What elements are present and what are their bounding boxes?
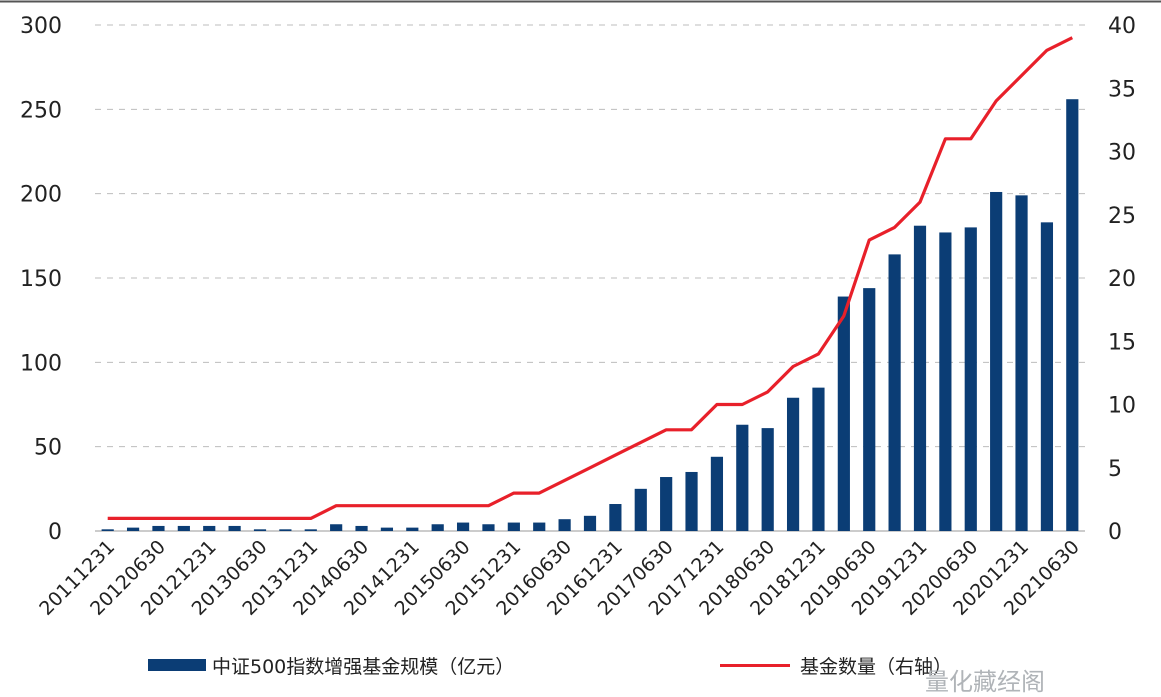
y-tick-label-right: 40 xyxy=(1108,14,1136,39)
bar xyxy=(507,522,520,531)
legend-swatch-bar xyxy=(148,659,206,671)
bar xyxy=(1066,99,1079,532)
bar xyxy=(1040,222,1054,531)
bar xyxy=(406,527,419,531)
y-tick-label-left: 100 xyxy=(20,351,62,376)
bar xyxy=(939,232,952,531)
legend-item-bar: 中证500指数增强基金规模（亿元） xyxy=(148,652,514,678)
bar xyxy=(660,477,673,531)
bar xyxy=(330,524,343,531)
bar xyxy=(101,529,114,531)
watermark: 量化藏经阁 xyxy=(925,668,1045,696)
y-tick-label-right: 15 xyxy=(1108,330,1136,355)
y-tick-label-left: 150 xyxy=(20,267,62,292)
bar xyxy=(177,525,190,531)
legend-swatch-line xyxy=(720,663,790,667)
bar xyxy=(456,522,470,531)
series-line xyxy=(107,36,1074,521)
y-tick-label-left: 50 xyxy=(34,436,62,461)
bar xyxy=(609,504,622,531)
bar xyxy=(761,428,774,531)
bar xyxy=(812,387,825,531)
bar xyxy=(304,529,317,531)
bar xyxy=(228,525,241,531)
bar xyxy=(964,227,977,531)
y-tick-label-right: 10 xyxy=(1108,394,1136,419)
bar xyxy=(152,525,165,531)
bar xyxy=(583,515,597,531)
bar xyxy=(990,191,1003,532)
bar xyxy=(786,397,800,531)
y-tick-label-right: 20 xyxy=(1108,267,1136,292)
bar xyxy=(431,524,444,531)
legend-item-line: 基金数量（右轴） xyxy=(720,652,952,678)
bar xyxy=(482,524,495,531)
bar xyxy=(888,254,901,532)
bar xyxy=(126,527,140,531)
bar xyxy=(355,525,368,531)
legend-label-bar: 中证500指数增强基金规模（亿元） xyxy=(212,655,515,678)
bar xyxy=(863,288,876,531)
y-tick-label-left: 200 xyxy=(20,183,62,208)
bar xyxy=(253,529,267,531)
y-tick-label-left: 300 xyxy=(20,14,62,39)
y-tick-label-right: 35 xyxy=(1108,77,1136,102)
bar xyxy=(736,424,749,531)
bar xyxy=(203,525,216,531)
bar xyxy=(279,529,292,531)
y-tick-label-left: 0 xyxy=(48,520,62,545)
y-tick-label-right: 25 xyxy=(1108,204,1136,229)
bar xyxy=(380,527,394,531)
bar xyxy=(710,456,724,531)
y-tick-label-left: 250 xyxy=(20,98,62,123)
bar xyxy=(913,225,927,532)
y-tick-label-right: 5 xyxy=(1108,457,1122,482)
bar xyxy=(685,471,698,531)
legend-label-line: 基金数量（右轴） xyxy=(800,655,953,678)
bar xyxy=(837,296,850,531)
bar xyxy=(1015,195,1028,531)
bar xyxy=(533,522,546,531)
bar xyxy=(634,488,647,531)
y-tick-label-right: 0 xyxy=(1108,520,1122,545)
bar xyxy=(558,519,571,531)
y-tick-label-right: 30 xyxy=(1108,141,1136,166)
